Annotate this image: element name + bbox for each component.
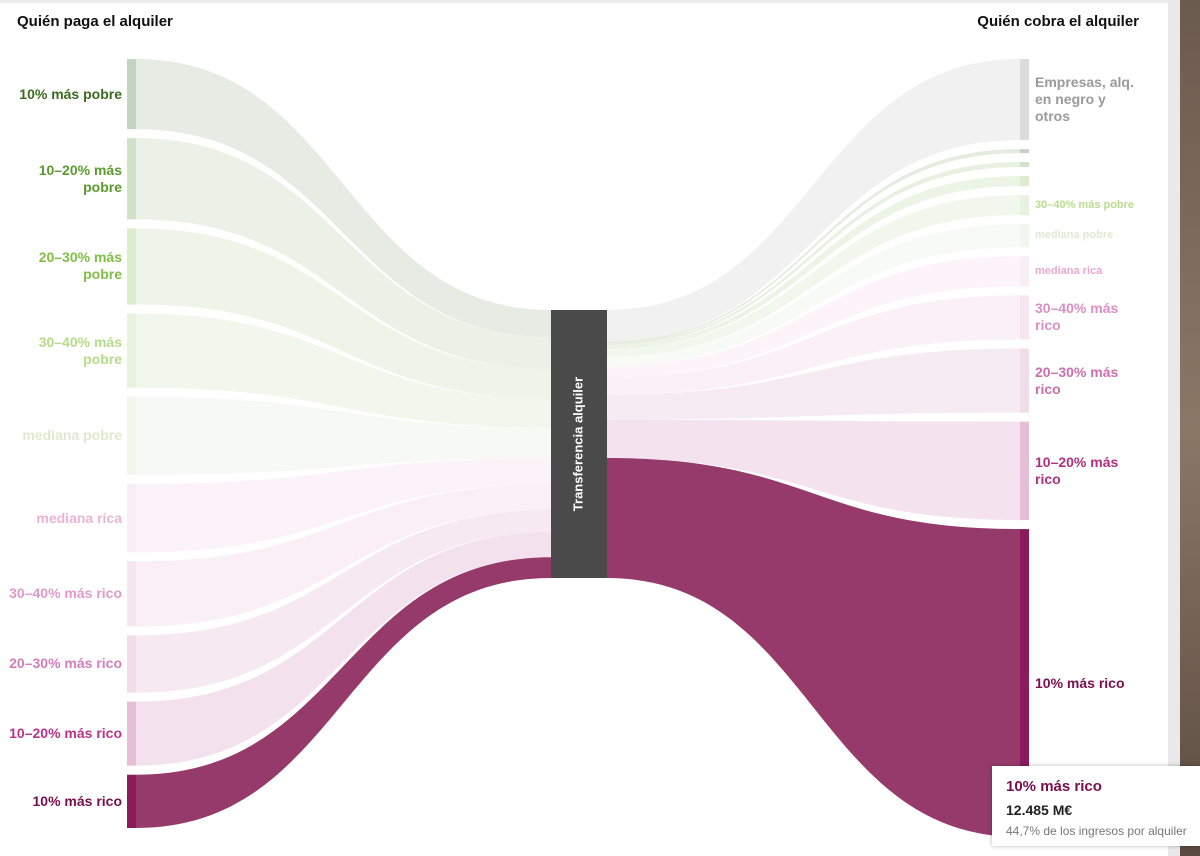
source-label: 10% más rico <box>32 792 123 809</box>
source-label: 10–20% más pobre <box>38 161 122 195</box>
flow-out <box>607 256 1020 378</box>
flow-out <box>607 195 1020 357</box>
source-node <box>127 483 136 553</box>
source-label: 30–40% más rico <box>9 585 122 602</box>
left-title: Quién paga el alquiler <box>17 13 173 30</box>
top-rule <box>0 0 1168 3</box>
target-node <box>1020 529 1029 837</box>
source-label: 20–30% más pobre <box>38 249 122 283</box>
source-node <box>127 396 136 475</box>
flow-in <box>136 59 551 338</box>
target-label: 10–20% más rico <box>1035 453 1119 487</box>
flow-in <box>136 313 551 428</box>
target-node <box>1020 421 1029 521</box>
source-label: 20–30% más rico <box>9 655 122 672</box>
flow-out <box>607 176 1020 350</box>
flow-out <box>607 224 1020 366</box>
source-node <box>127 138 136 220</box>
target-node <box>1020 224 1029 248</box>
target-node <box>1020 348 1029 413</box>
target-node <box>1020 149 1029 154</box>
target-node <box>1020 295 1029 340</box>
target-label: 20–30% más rico <box>1035 363 1119 397</box>
source-node <box>127 561 136 627</box>
target-node <box>1020 256 1029 287</box>
flow-out <box>607 295 1020 395</box>
source-label: 10–20% más rico <box>9 725 122 742</box>
target-label: 10% más rico <box>1035 674 1125 691</box>
source-label: 30–40% más pobre <box>38 333 122 367</box>
side-panel <box>1168 0 1180 856</box>
target-node <box>1020 162 1029 168</box>
source-label: mediana pobre <box>22 427 122 444</box>
target-label: Empresas, alq. en negro y otros <box>1035 74 1134 125</box>
source-node <box>127 228 136 305</box>
source-node <box>127 774 136 828</box>
flow-out <box>607 419 1020 521</box>
flow-in <box>136 557 551 828</box>
source-label: 10% más pobre <box>19 85 122 102</box>
target-label: 30–40% más rico <box>1035 300 1119 334</box>
center-node <box>551 310 607 578</box>
target-label: mediana pobre <box>1035 229 1114 242</box>
flow-in <box>136 458 551 553</box>
center-label: Transferencia alquiler <box>570 377 585 511</box>
source-node <box>127 313 136 388</box>
flow-out <box>607 348 1020 420</box>
right-title: Quién cobra el alquiler <box>977 13 1139 30</box>
tooltip-value: 12.485 M€ <box>1006 802 1073 818</box>
source-node <box>127 701 136 766</box>
flow-out <box>607 59 1020 342</box>
source-node <box>127 635 136 693</box>
flow-out <box>607 458 1020 837</box>
side-photo <box>1180 0 1200 856</box>
target-label: mediana rica <box>1035 264 1103 277</box>
target-node <box>1020 195 1029 216</box>
tooltip: 10% más rico 12.485 M€ 44,7% de los ingr… <box>992 766 1200 846</box>
flow-in <box>136 396 551 475</box>
sankey-chart: Transferencia alquiler <box>127 59 1029 837</box>
flow-in <box>136 138 551 369</box>
flow-in <box>136 532 551 766</box>
flow-in <box>136 228 551 399</box>
tooltip-note: 44,7% de los ingresos por alquiler <box>1006 824 1187 838</box>
flow-in <box>136 484 551 627</box>
flow-out <box>607 162 1020 346</box>
source-node <box>127 59 136 130</box>
target-node <box>1020 176 1029 187</box>
source-label: mediana rica <box>36 509 122 526</box>
flow-in <box>136 509 551 693</box>
flow-out <box>607 149 1020 344</box>
target-label: 30–40% más pobre <box>1035 198 1135 211</box>
target-node <box>1020 59 1029 141</box>
tooltip-title: 10% más rico <box>1006 778 1102 795</box>
